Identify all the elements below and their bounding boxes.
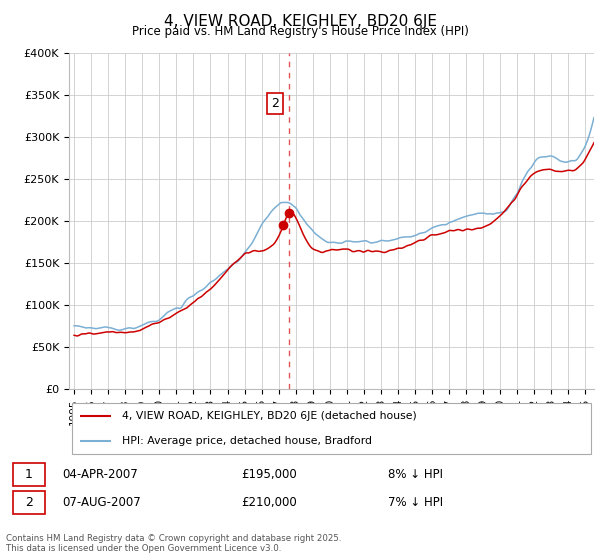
Text: Price paid vs. HM Land Registry's House Price Index (HPI): Price paid vs. HM Land Registry's House … <box>131 25 469 38</box>
Text: Contains HM Land Registry data © Crown copyright and database right 2025.
This d: Contains HM Land Registry data © Crown c… <box>6 534 341 553</box>
Text: 4, VIEW ROAD, KEIGHLEY, BD20 6JE (detached house): 4, VIEW ROAD, KEIGHLEY, BD20 6JE (detach… <box>121 411 416 421</box>
FancyBboxPatch shape <box>13 463 46 486</box>
Text: £210,000: £210,000 <box>241 496 297 509</box>
FancyBboxPatch shape <box>71 403 592 454</box>
Text: 7% ↓ HPI: 7% ↓ HPI <box>388 496 443 509</box>
Text: £195,000: £195,000 <box>241 468 297 481</box>
Text: 8% ↓ HPI: 8% ↓ HPI <box>388 468 443 481</box>
Text: HPI: Average price, detached house, Bradford: HPI: Average price, detached house, Brad… <box>121 436 371 446</box>
Text: 4, VIEW ROAD, KEIGHLEY, BD20 6JE: 4, VIEW ROAD, KEIGHLEY, BD20 6JE <box>163 14 437 29</box>
Text: 2: 2 <box>25 496 33 509</box>
Text: 2: 2 <box>271 97 279 110</box>
FancyBboxPatch shape <box>13 491 46 515</box>
Text: 1: 1 <box>25 468 33 481</box>
Text: 07-AUG-2007: 07-AUG-2007 <box>62 496 140 509</box>
Text: 04-APR-2007: 04-APR-2007 <box>62 468 137 481</box>
